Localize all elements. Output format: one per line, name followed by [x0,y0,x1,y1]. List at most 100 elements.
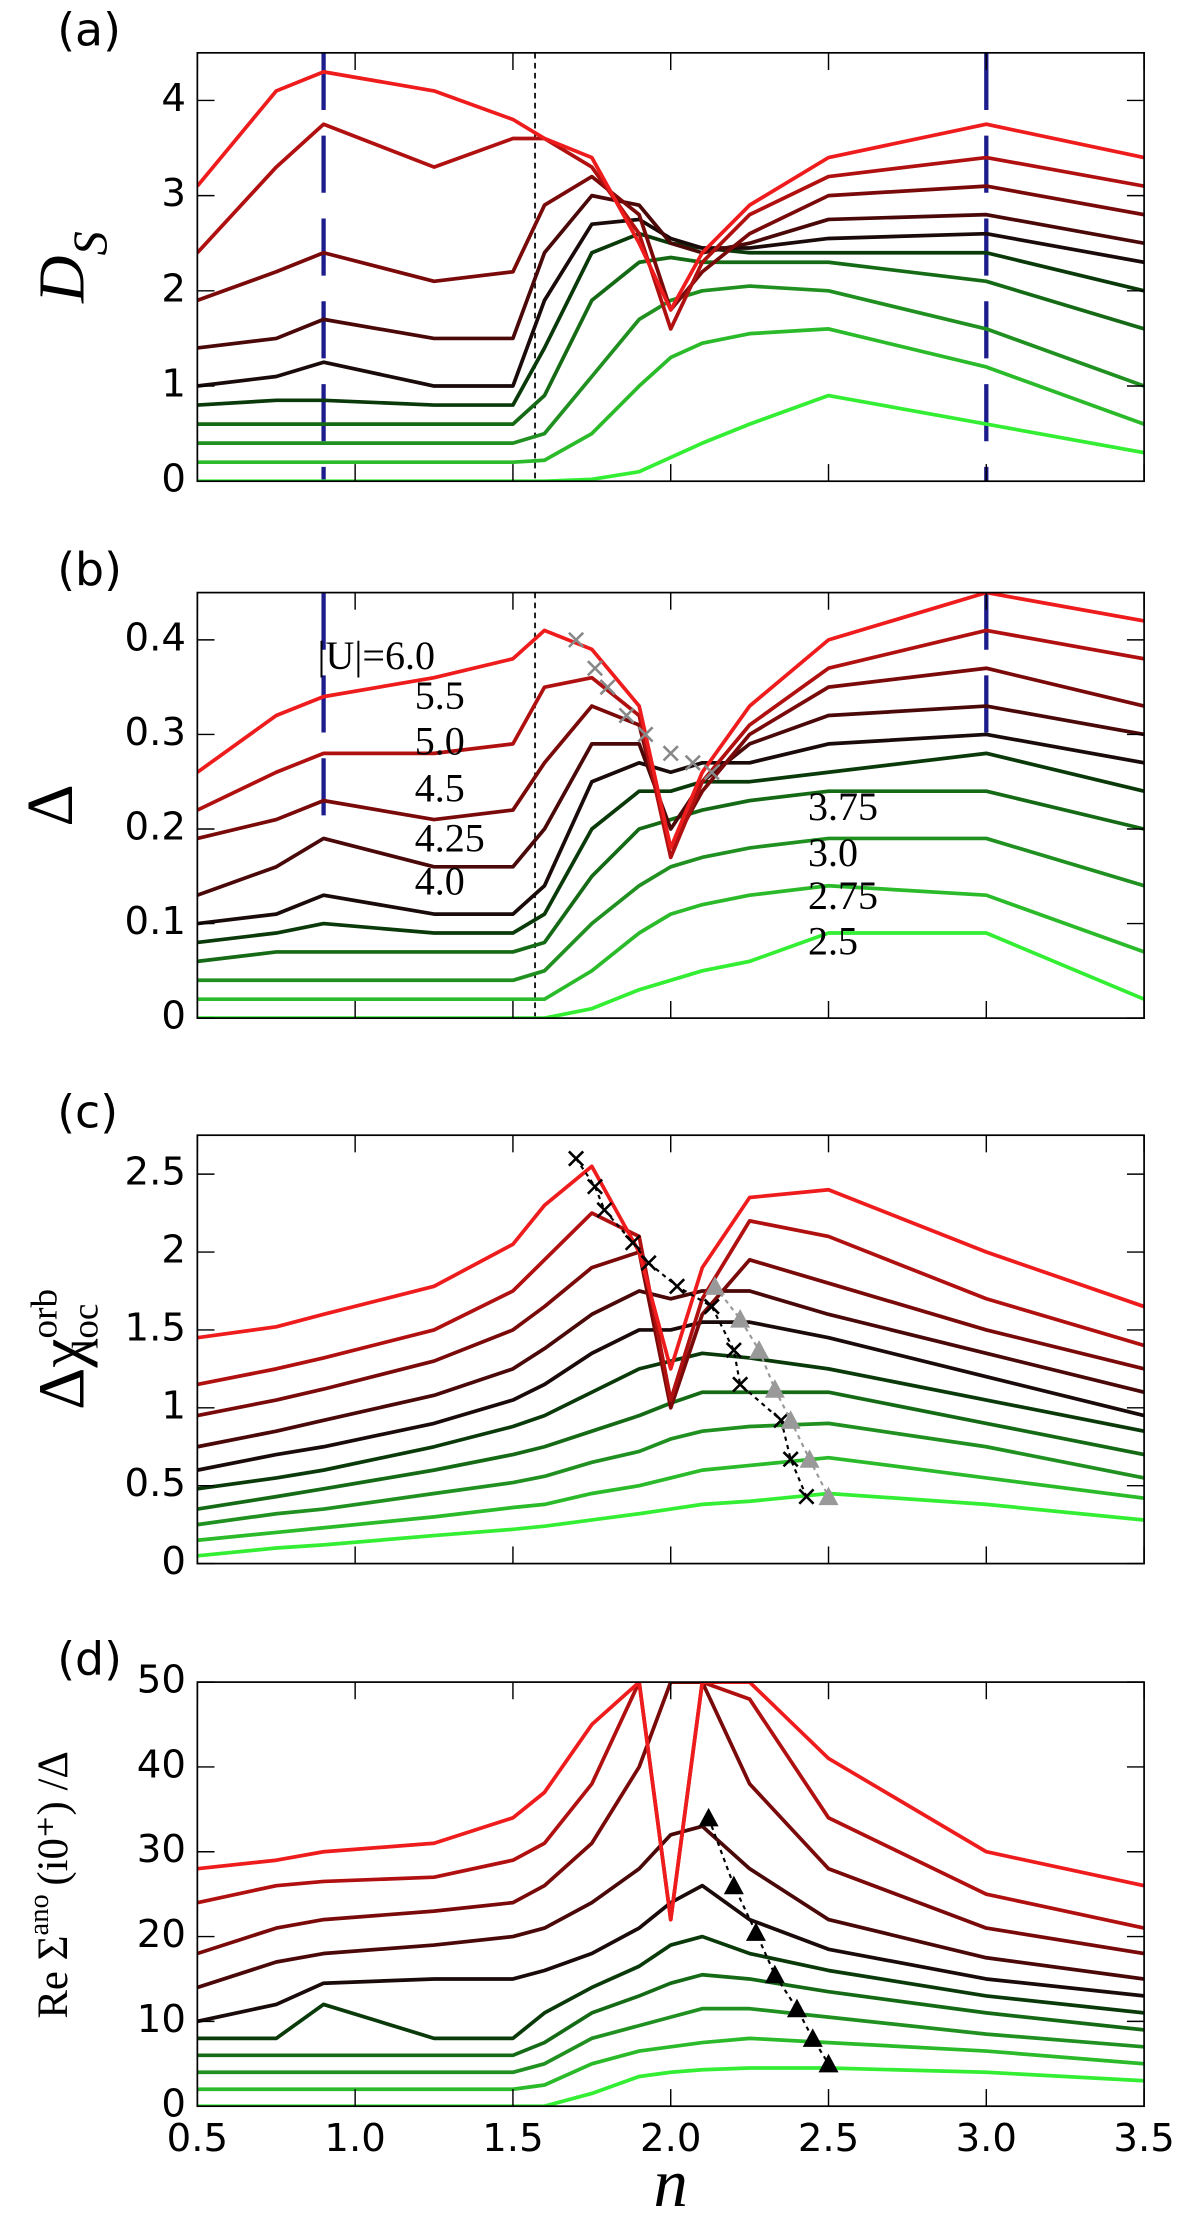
curve-label: |U|=6.0 [317,633,435,678]
curve-label: 4.25 [415,816,485,861]
series-line [197,1421,1145,1527]
y-axis-label-sup: orb [25,1289,66,1338]
cross-marker [798,1488,815,1505]
series-line [197,666,1145,850]
y-axis-label-main: D [26,255,99,303]
panel-label: (a) [57,3,121,56]
series-line [197,751,1145,945]
series-line [197,70,1145,312]
cross-marker [567,631,585,648]
y-axis-label-main: Δχ [26,1338,99,1409]
y-axis-label-main: Re Σ [30,1935,77,2018]
cross-marker [640,1254,657,1271]
series-line [197,1682,1145,1930]
series-line [197,327,1145,465]
series-line [197,1164,1145,1371]
series-line [197,1682,1145,1922]
curve-label: 5.0 [415,719,465,764]
cross-marker [624,1234,641,1251]
series-line [197,1972,1145,2058]
triangle-marker [704,1276,725,1295]
y-tick-label: 2.5 [125,1150,186,1195]
x-axis-label: n [654,2145,688,2221]
cross-marker [637,726,654,743]
y-tick-label: 0 [161,994,186,1039]
cross-marker [725,1342,742,1359]
series-line [197,122,1145,331]
y-tick-label: 1 [161,362,186,407]
series-line [197,592,1145,850]
x-tick-label: 1.5 [482,2116,543,2161]
curve-label: 3.0 [808,830,858,875]
triangle-marker [764,1964,785,1984]
cross-marker [732,1376,749,1393]
series-line [197,1289,1145,1449]
series-line [197,883,1145,1002]
series-line [197,393,1145,482]
plot-frame [196,51,1145,483]
y-axis-label-main: Δ [14,784,87,826]
series-line [197,789,1145,964]
curve-label: 4.0 [415,859,465,904]
cross-marker [567,1150,585,1167]
series-line [197,1682,1145,1956]
cross-marker [782,1451,799,1468]
panel: (b) Δ 0 0.1 0.2 0.3 0.4 2.52.753.03.75 4.04.25 4.… [14,543,1145,1039]
x-tick-label: 1.0 [324,2116,385,2161]
series-line [197,931,1145,1019]
y-tick-label: 0.2 [125,805,186,850]
triangle-marker [799,1449,820,1468]
cross-marker [599,679,616,696]
triangle-marker [818,1486,839,1506]
series-line [197,1211,1145,1402]
x-tick-label: 0.5 [167,2116,228,2161]
curve-label: 2.5 [808,919,858,964]
triangle-marker [786,1998,807,2018]
series-line [197,1390,1145,1511]
x-tick-label: 3.5 [1113,2116,1174,2161]
panel-label: (b) [57,543,122,596]
cross-marker [662,745,679,762]
y-axis-label-sub: S [64,231,118,255]
series-line [197,1883,1145,2024]
curve-label: 3.75 [808,784,878,829]
y-tick-label: 0.4 [125,615,186,660]
cross-marker [618,707,635,724]
triangle-marker [745,1922,766,1941]
series-line [197,1320,1145,1472]
plot-area [197,1150,1145,1558]
x-tick-label: 2.0 [640,2116,701,2161]
x-tick-label: 2.5 [798,2116,859,2161]
y-tick-label: 1.5 [125,1305,186,1350]
y-tick-label: 50 [137,1658,186,1703]
y-tick-label: 4 [161,76,186,121]
series-line [197,2066,1145,2107]
cross-marker [703,764,720,781]
marker-link [575,1157,808,1498]
y-tick-label: 30 [137,1827,186,1872]
curve-label: 2.75 [808,873,878,918]
y-axis-label-sub: loc [66,1304,107,1349]
cross-marker [586,1178,604,1195]
y-axis-label: Δχorbloc [25,1289,107,1410]
plot-frame [196,1681,1145,2108]
series-line [197,231,1145,407]
series-line [197,1934,1145,2041]
plot-area [197,1682,1145,2107]
panel: (a) DS 0 1 2 3 4 [26,3,1145,502]
y-tick-label: 40 [137,1742,186,1787]
plot-area [197,592,1145,1019]
curve-label: 5.5 [415,673,465,718]
y-axis-label: DS [26,231,118,304]
triangle-marker [698,1807,719,1827]
y-tick-label: 0 [161,1539,186,1584]
y-tick-label: 2 [161,1228,186,1273]
y-tick-label: 0.5 [125,1461,186,1506]
plot-frame [196,591,1145,1019]
triangle-marker [723,1875,744,1895]
series-line [197,704,1145,897]
panel-label: (c) [57,1086,118,1139]
y-tick-label: 10 [137,1997,186,2042]
plot-frame [196,1134,1145,1565]
